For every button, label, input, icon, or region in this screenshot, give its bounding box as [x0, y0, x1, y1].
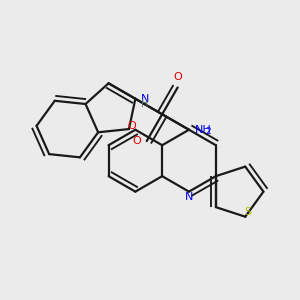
- Text: N: N: [141, 94, 149, 104]
- Text: O: O: [173, 72, 182, 82]
- Text: O: O: [132, 136, 141, 146]
- Text: 2: 2: [205, 127, 211, 136]
- Text: S: S: [244, 208, 252, 218]
- Text: O: O: [128, 121, 136, 131]
- Text: H: H: [141, 99, 148, 110]
- Text: NH: NH: [195, 125, 212, 135]
- Text: N: N: [185, 192, 193, 202]
